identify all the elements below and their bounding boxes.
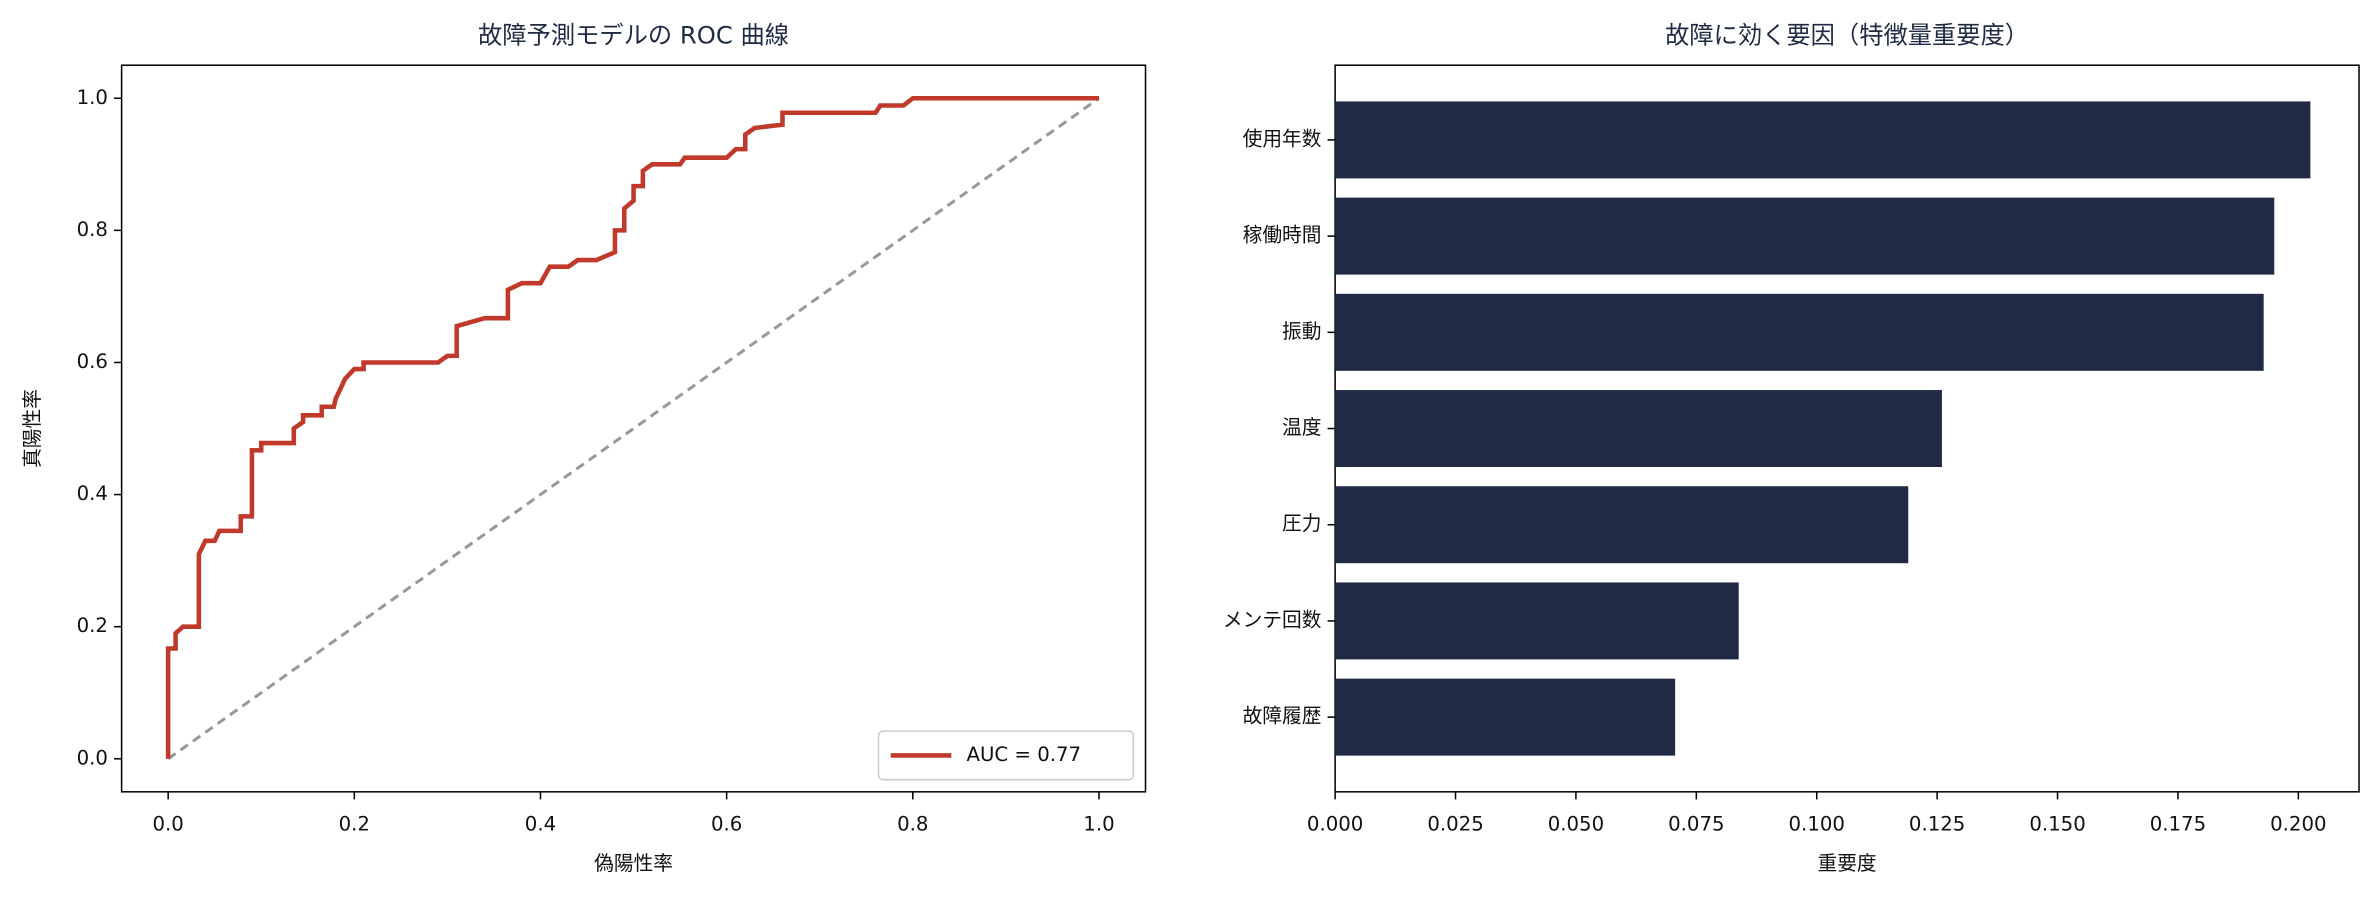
plot-frame: [120, 64, 1147, 793]
y-tick-label: 1.0: [77, 86, 108, 109]
x-tick-label: 0.125: [1909, 813, 1965, 836]
x-tick-label: 0.000: [1307, 813, 1363, 836]
y-axis-label: 真陽性率: [21, 389, 44, 468]
y-tick-label: 0.0: [77, 746, 108, 769]
x-tick-label: 0.8: [897, 813, 928, 836]
x-tick-label: 0.050: [1548, 813, 1604, 836]
y-tick-label: 圧力: [1282, 512, 1321, 535]
x-tick-label: 0.175: [2150, 813, 2206, 836]
y-tick-label: 温度: [1282, 416, 1321, 439]
x-tick-label: 0.100: [1789, 813, 1845, 836]
x-tick-label: 0.150: [2029, 813, 2085, 836]
y-tick-label: 0.8: [77, 218, 108, 241]
x-tick-label: 0.4: [525, 813, 556, 836]
x-tick-label: 0.6: [711, 813, 742, 836]
y-tick-label: 0.4: [77, 482, 108, 505]
x-tick-label: 0.0: [152, 813, 183, 836]
bar: [1335, 678, 1676, 756]
bar: [1335, 582, 1739, 660]
y-tick-label: メンテ回数: [1223, 608, 1322, 631]
bar: [1335, 390, 1942, 468]
x-tick-label: 1.0: [1083, 813, 1114, 836]
y-tick-label: 使用年数: [1243, 127, 1322, 150]
y-tick-label: 0.6: [77, 350, 108, 373]
chart-title: 故障に効く要因（特徴量重要度）: [1665, 20, 2029, 49]
x-tick-label: 0.200: [2270, 813, 2326, 836]
series-line: [165, 95, 1099, 759]
y-tick-label: 振動: [1282, 320, 1321, 343]
x-tick-label: 0.2: [339, 813, 370, 836]
bar: [1335, 197, 2275, 275]
y-tick-label: 故障履歴: [1243, 705, 1322, 728]
series-line: [167, 97, 1100, 761]
x-axis-label: 偽陽性率: [594, 852, 673, 875]
legend-box: [877, 730, 1135, 781]
legend-label: AUC = 0.77: [967, 743, 1082, 766]
x-tick-label: 0.075: [1668, 813, 1724, 836]
x-tick-label: 0.025: [1427, 813, 1483, 836]
y-tick-label: 稼働時間: [1243, 224, 1322, 247]
y-tick-label: 0.2: [77, 614, 108, 637]
bar: [1335, 101, 2311, 179]
bar: [1335, 293, 2264, 371]
bar: [1335, 486, 1909, 564]
chart-title: 故障予測モデルの ROC 曲線: [478, 20, 789, 49]
x-axis-label: 重要度: [1818, 852, 1877, 875]
